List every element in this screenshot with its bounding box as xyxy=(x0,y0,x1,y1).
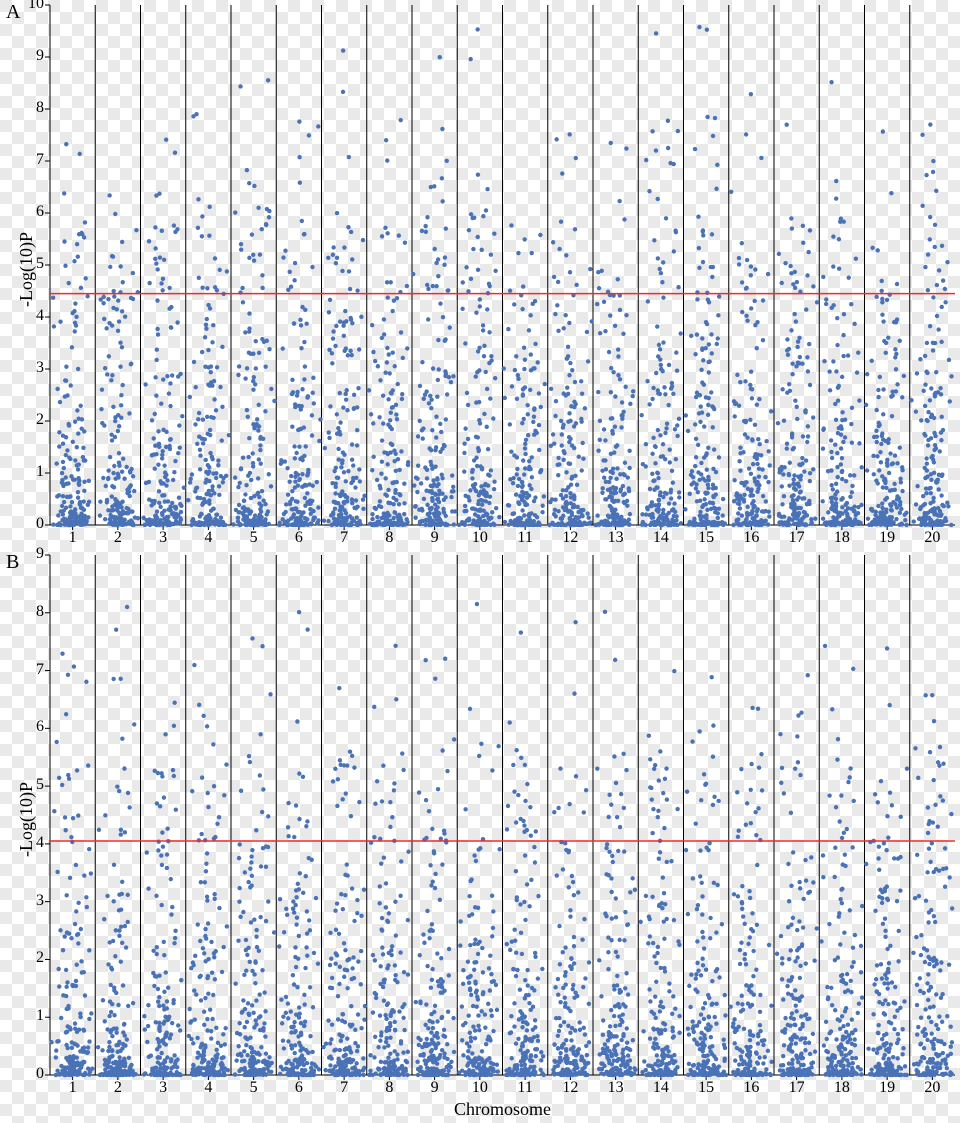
y-tick-label: 3 xyxy=(36,892,44,910)
x-tick-label: 11 xyxy=(515,1079,535,1097)
y-tick-label: 1 xyxy=(36,1007,44,1025)
x-tick-label: 13 xyxy=(606,1079,626,1097)
x-tick-label: 5 xyxy=(244,1079,264,1097)
y-tick-label: 2 xyxy=(36,949,44,967)
x-tick-label: 19 xyxy=(877,1079,897,1097)
y-tick-label: 4 xyxy=(36,834,44,852)
x-tick-label: 8 xyxy=(379,1079,399,1097)
figure-root: A-Log(10)P012345678910123456789101112131… xyxy=(0,0,960,1123)
y-tick-label: 0 xyxy=(36,1065,44,1083)
y-tick-label: 5 xyxy=(36,776,44,794)
manhattan-panel-b: B-Log(10)P012345678912345678910111213141… xyxy=(0,0,960,1123)
x-tick-label: 12 xyxy=(560,1079,580,1097)
x-tick-label: 3 xyxy=(153,1079,173,1097)
y-tick-label: 6 xyxy=(36,718,44,736)
x-tick-label: 16 xyxy=(741,1079,761,1097)
manhattan-plot-b xyxy=(50,555,955,1075)
x-tick-label: 18 xyxy=(832,1079,852,1097)
x-tick-label: 6 xyxy=(289,1079,309,1097)
x-tick-label: 17 xyxy=(787,1079,807,1097)
y-tick-label: 8 xyxy=(36,603,44,621)
x-tick-label: 1 xyxy=(63,1079,83,1097)
panel-label-b: B xyxy=(6,551,19,574)
x-tick-label: 20 xyxy=(922,1079,942,1097)
x-tick-label: 7 xyxy=(334,1079,354,1097)
x-tick-label: 4 xyxy=(198,1079,218,1097)
x-tick-label: 9 xyxy=(425,1079,445,1097)
x-tick-label: 10 xyxy=(470,1079,490,1097)
x-tick-label: 2 xyxy=(108,1079,128,1097)
y-tick-label: 7 xyxy=(36,661,44,679)
x-tick-label: 15 xyxy=(696,1079,716,1097)
y-tick-label: 9 xyxy=(36,545,44,563)
x-tick-label: 14 xyxy=(651,1079,671,1097)
y-axis-label-b: -Log(10)P xyxy=(16,782,37,857)
x-axis-label: Chromosome xyxy=(50,1099,955,1120)
scatter-points xyxy=(49,602,954,1077)
